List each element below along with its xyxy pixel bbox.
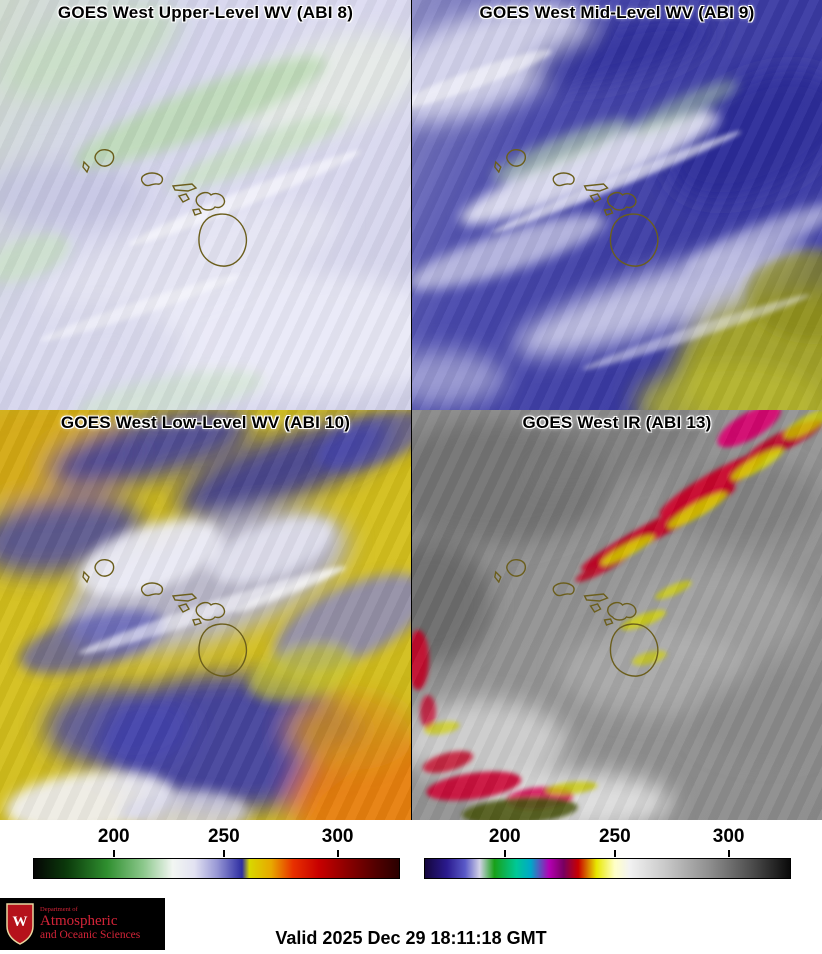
valid-time: Valid 2025 Dec 29 18:11:18 GMT [275,928,547,948]
hawaii-coastline-overlay [82,149,248,267]
logo-dept-line: Department of [40,905,78,913]
colorbar-row: 200 250 300 200 250 300 [0,820,822,892]
abi9-satellite-image [412,0,822,410]
wv-colorbar: 200 250 300 [33,820,400,892]
panel-upper-level-wv[interactable]: GOES West Upper-Level WV (ABI 8) [0,0,411,410]
abi8-cloud-art [0,1,411,410]
wv-tick-label-300: 300 [321,826,354,847]
uw-aos-logo: W Department of Atmospheric and Oceanic … [0,898,165,950]
ir-colorbar-gradient [424,858,791,879]
wv-tick-mark [336,850,339,857]
ir-tick-label-300: 300 [712,826,745,847]
wv-tick-label-200: 200 [97,826,130,847]
abi8-satellite-image [0,0,411,410]
panel-title-abi8: GOES West Upper-Level WV (ABI 8) [57,3,354,22]
ir-colorbar: 200 250 300 [424,820,791,892]
svg-text:W: W [13,914,28,930]
panel-title-abi9: GOES West Mid-Level WV (ABI 9) [479,3,755,22]
panel-title-abi10: GOES West Low-Level WV (ABI 10) [60,413,351,432]
hawaii-coastline-overlay [494,149,659,267]
hawaii-coastline-overlay [82,559,248,677]
ir-tick-mark [503,850,506,857]
hawaii-coastline-overlay [494,559,659,677]
satellite-quad-grid: GOES West Upper-Level WV (ABI 8) [0,0,822,820]
wv-tick-mark [222,850,225,857]
logo-text: Department of Atmospheric and Oceanic Sc… [40,905,141,942]
wv-tick-label-250: 250 [207,826,240,847]
abi10-cloud-art [0,410,411,820]
panel-ir[interactable]: GOES West IR (ABI 13) [411,410,822,820]
ir-tick-label-250: 250 [598,826,631,847]
logo-oceanic-line: and Oceanic Sciences [40,929,141,942]
panel-mid-level-wv[interactable]: GOES West Mid-Level WV (ABI 9) [411,0,822,410]
wv-colorbar-gradient [33,858,400,879]
wv-tick-mark [112,850,115,857]
abi13-satellite-image [412,410,822,820]
ir-tick-label-200: 200 [488,826,521,847]
ir-tick-mark [613,850,616,857]
ir-tick-mark [727,850,730,857]
uw-crest-icon: W [6,903,34,945]
panel-low-level-wv[interactable]: GOES West Low-Level WV (ABI 10) [0,410,411,820]
abi10-satellite-image [0,410,411,820]
abi13-cloud-art [412,410,822,820]
panel-title-abi13: GOES West IR (ABI 13) [522,413,712,432]
footer: W Department of Atmospheric and Oceanic … [0,892,822,954]
abi9-cloud-art [412,2,822,410]
logo-atmospheric-line: Atmospheric [40,912,118,929]
